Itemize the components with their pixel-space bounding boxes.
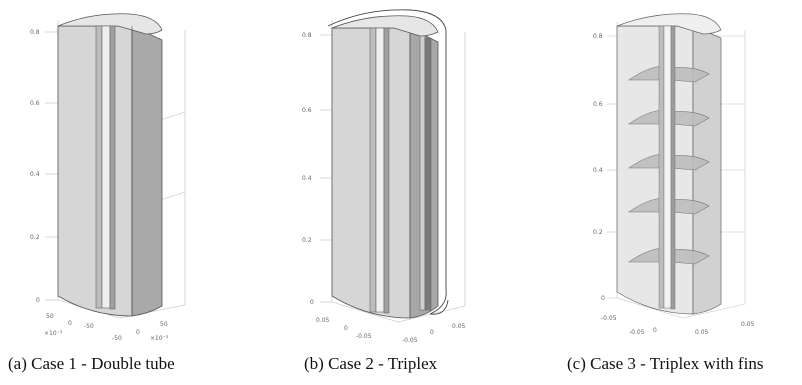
base-tick-label: 0.05 [695, 329, 709, 336]
y-tick-label: 0.8 [30, 29, 40, 36]
y-tick-label: 0 [310, 299, 314, 306]
base-tick-label: -0.05 [356, 333, 372, 340]
base-tick-labels: 50 0 ×10⁻³ -50 -50 0 50 ×10⁻³ [44, 313, 169, 342]
base-tick-label: 0.05 [452, 323, 466, 330]
base-tick-label: -50 [112, 335, 122, 342]
figure-a: 0.8 0.6 0.4 0.2 0 50 0 ×10⁻³ -50 -50 0 5… [0, 0, 260, 385]
base-tick-label: -50 [84, 323, 94, 330]
y-tick-label: 0.8 [302, 32, 312, 39]
base-tick-label: 50 [46, 313, 54, 320]
y-tick-label: 0.8 [593, 33, 603, 40]
y-tick-labels: 0.8 0.6 0.4 0.2 0 [30, 29, 40, 304]
y-tick-label: 0.2 [30, 234, 40, 241]
y-tick-label: 0 [601, 295, 605, 302]
finned-tube-cutaway [616, 13, 722, 315]
caption-a: (a) Case 1 - Double tube [8, 354, 175, 373]
base-tick-labels: -0.05 0.05 -0.05 0 0.05 [601, 315, 755, 336]
y-tick-label: 0.2 [302, 237, 312, 244]
double-tube-diagram: 0.8 0.6 0.4 0.2 0 50 0 ×10⁻³ -50 -50 0 5… [30, 13, 186, 342]
y-tick-label: 0.2 [593, 229, 603, 236]
triplex-cutaway [327, 9, 449, 319]
y-tick-label: 0.4 [30, 171, 40, 178]
caption-c: (c) Case 3 - Triplex with fins [567, 354, 764, 373]
figure-b: 0.8 0.6 0.4 0.2 0 0.05 0 -0.05 0.05 0 -0… [270, 0, 535, 385]
caption-b: (b) Case 2 - Triplex [304, 354, 438, 373]
base-tick-label: 0.05 [741, 321, 755, 328]
base-tick-label: ×10⁻³ [150, 335, 169, 342]
base-tick-label: ×10⁻³ [44, 330, 63, 337]
base-tick-label: 0 [344, 325, 348, 332]
y-tick-label: 0.6 [30, 100, 40, 107]
y-tick-label: 0.4 [302, 175, 312, 182]
base-tick-labels: 0.05 0 -0.05 0.05 0 -0.05 [316, 317, 466, 344]
y-tick-label: 0.4 [593, 167, 603, 174]
base-tick-label: 0.05 [316, 317, 330, 324]
y-tick-label: 0.6 [302, 107, 312, 114]
triplex-fins-diagram: 0.8 0.6 0.4 0.2 0 -0.05 0.05 -0.05 0 0.0… [593, 13, 755, 336]
base-tick-label: -0.05 [601, 315, 617, 322]
base-tick-label: 50 [160, 321, 168, 328]
y-tick-label: 0.6 [593, 101, 603, 108]
base-tick-label: -0.05 [402, 337, 418, 344]
base-tick-label: 0 [68, 320, 72, 327]
base-tick-label: 0 [653, 327, 657, 334]
triplex-diagram: 0.8 0.6 0.4 0.2 0 0.05 0 -0.05 0.05 0 -0… [302, 9, 466, 344]
base-tick-label: 0 [430, 329, 434, 336]
y-tick-labels: 0.8 0.6 0.4 0.2 0 [302, 32, 314, 306]
base-tick-label: -0.05 [629, 329, 645, 336]
figure-c: 0.8 0.6 0.4 0.2 0 -0.05 0.05 -0.05 0 0.0… [545, 0, 802, 385]
y-tick-labels: 0.8 0.6 0.4 0.2 0 [593, 33, 605, 302]
tube-cutaway [57, 13, 163, 317]
y-tick-label: 0 [36, 297, 40, 304]
base-tick-label: 0 [136, 329, 140, 336]
